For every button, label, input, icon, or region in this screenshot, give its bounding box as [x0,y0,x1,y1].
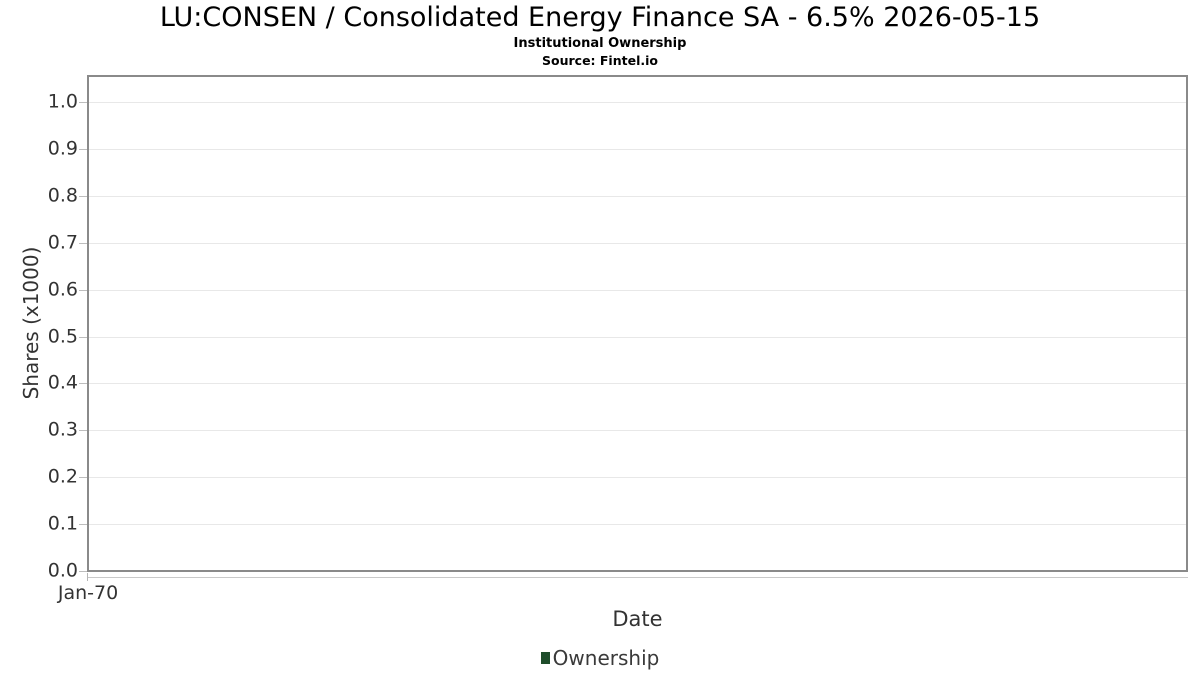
gridline [89,149,1186,150]
y-tick-mark [79,102,87,103]
y-tick-mark [79,477,87,478]
y-tick-mark [79,149,87,150]
y-tick-label: 0.5 [47,325,78,348]
y-tick-label: 0.7 [47,231,78,254]
chart-source-note: Source: Fintel.io [542,53,658,68]
y-tick-mark [79,196,87,197]
y-tick-mark [79,290,87,291]
x-axis-title: Date [612,607,663,631]
x-tick-label: Jan-70 [57,582,119,604]
chart-subtitle: Institutional Ownership [513,36,687,51]
gridline [89,290,1186,291]
gridline [89,337,1186,338]
y-tick-mark [79,571,87,572]
y-tick-label: 0.0 [47,559,78,582]
legend: Ownership [0,645,1200,671]
gridline [89,196,1186,197]
chart-title: LU:CONSEN / Consolidated Energy Finance … [159,2,1041,33]
y-tick-mark [79,430,87,431]
y-tick-mark [79,383,87,384]
gridline [89,243,1186,244]
y-tick-label: 0.1 [47,512,78,535]
plot-area [87,75,1188,572]
x-tick-mark [87,573,88,581]
y-tick-label: 0.3 [47,418,78,441]
y-tick-label: 0.4 [47,371,78,394]
gridline [89,102,1186,103]
y-tick-label: 0.2 [47,465,78,488]
gridline [89,524,1186,525]
y-axis-tick-marks [79,77,87,572]
y-tick-mark [79,524,87,525]
y-tick-label: 0.9 [47,137,78,160]
legend-ownership-swatch [540,652,550,664]
y-tick-label: 1.0 [47,90,78,113]
y-tick-mark [79,243,87,244]
gridline [89,477,1186,478]
y-tick-label: 0.8 [47,184,78,207]
y-axis-tick-labels: 0.0 0.1 0.2 0.3 0.4 0.5 0.6 0.7 0.8 0.9 1.0 [0,77,78,580]
gridline [89,383,1186,384]
x-axis-tick-labels: Jan-70 [58,572,1188,606]
y-tick-label: 0.6 [47,278,78,301]
x-axis-line [87,577,1188,578]
gridline [89,430,1186,431]
legend-ownership-label: Ownership [552,646,660,670]
y-tick-mark [79,337,87,338]
